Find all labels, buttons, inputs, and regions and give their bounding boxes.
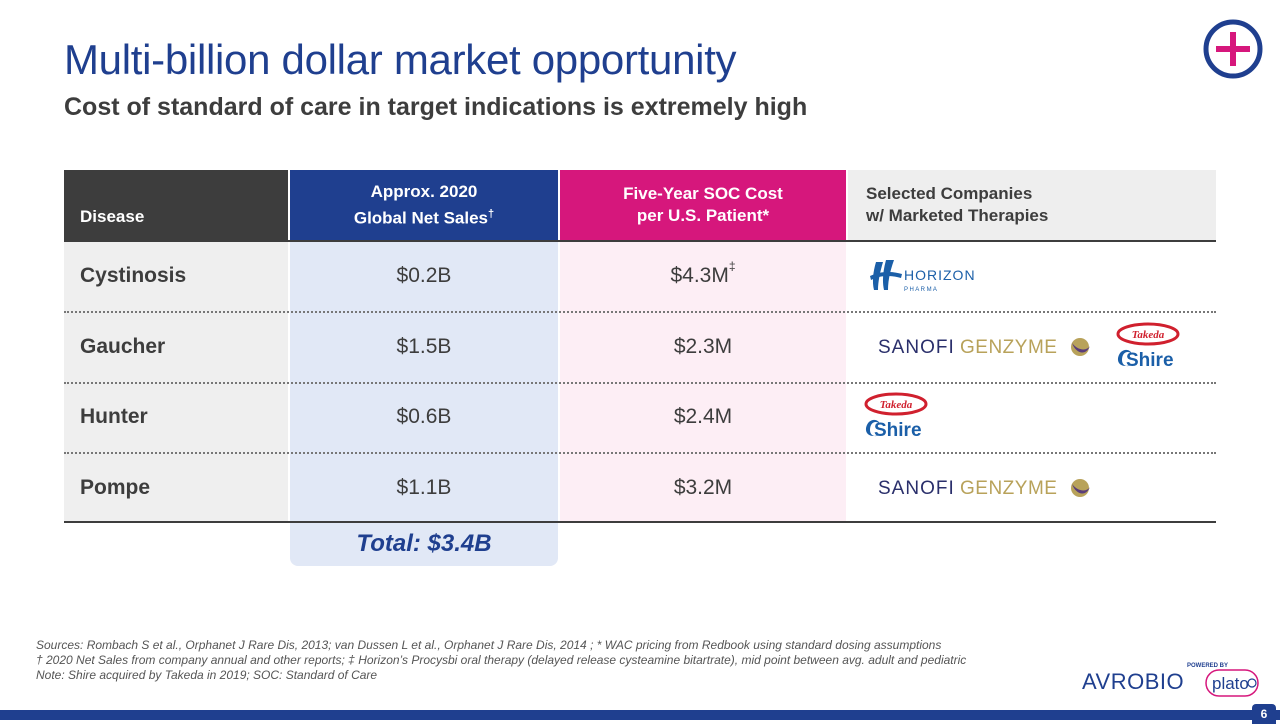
slide-title: Multi-billion dollar market opportunity bbox=[64, 36, 737, 83]
cost-cell: $2.3M bbox=[673, 335, 733, 358]
footnote-note: Note: Shire acquired by Takeda in 2019; … bbox=[36, 668, 378, 682]
svg-text:SANOFI: SANOFI bbox=[878, 337, 955, 358]
companies-cell: Takeda Shire bbox=[864, 382, 1216, 452]
footnote-sources: Sources: Rombach S et al., Orphanet J Ra… bbox=[36, 638, 942, 652]
disease-cell: Pompe bbox=[80, 476, 151, 499]
takeda-shire-logo: Takeda Shire bbox=[864, 392, 928, 441]
disease-cell: Gaucher bbox=[80, 335, 166, 358]
svg-text:Takeda: Takeda bbox=[1132, 329, 1165, 341]
footnotes: Sources: Rombach S et al., Orphanet J Ra… bbox=[36, 638, 966, 683]
svg-text:Shire: Shire bbox=[874, 420, 922, 441]
table-row: Cystinosis $0.2B $4.3M ‡ HORIZON P H A R … bbox=[64, 241, 1216, 311]
svg-text:Takeda: Takeda bbox=[880, 399, 913, 411]
svg-text:P H A R M A: P H A R M A bbox=[904, 287, 937, 293]
row-divider bbox=[64, 382, 1216, 384]
companies-cell: HORIZON P H A R M A bbox=[868, 241, 1216, 311]
sales-cell: $1.5B bbox=[396, 335, 452, 358]
cost-cell: $4.3M ‡ bbox=[670, 259, 736, 287]
svg-text:HORIZON: HORIZON bbox=[904, 267, 976, 283]
cost-cell: $2.4M bbox=[673, 405, 733, 428]
disease-cell: Cystinosis bbox=[80, 264, 187, 287]
table-row: Hunter $0.6B $2.4M Takeda Shire bbox=[64, 382, 1216, 452]
header-soc-cost: Five-Year SOC Cost per U.S. Patient* bbox=[560, 170, 846, 240]
total-sales: Total: $3.4B bbox=[356, 530, 492, 557]
svg-text:POWERED BY: POWERED BY bbox=[1187, 663, 1228, 669]
header-rule bbox=[64, 240, 1216, 242]
companies-cell: SANOFI GENZYME Takeda Shire bbox=[868, 312, 1216, 382]
avrobio-plato-logo: AVROBIO POWERED BY plato bbox=[1082, 663, 1259, 697]
slide-subtitle: Cost of standard of care in target indic… bbox=[64, 93, 808, 121]
header-companies: Selected Companies w/ Marketed Therapies bbox=[848, 170, 1216, 240]
svg-text:SANOFI: SANOFI bbox=[878, 478, 955, 499]
sales-cell: $0.6B bbox=[396, 405, 452, 428]
sales-cell: $1.1B bbox=[396, 476, 452, 499]
svg-text:GENZYME: GENZYME bbox=[960, 337, 1057, 358]
sales-cell: $0.2B bbox=[396, 264, 452, 287]
horizon-pharma-logo: HORIZON P H A R M A bbox=[870, 260, 976, 293]
svg-text:AVROBIO: AVROBIO bbox=[1082, 669, 1184, 694]
sales-column-bg bbox=[290, 242, 558, 566]
svg-text:Shire: Shire bbox=[1126, 350, 1174, 371]
sanofi-genzyme-logo: SANOFI GENZYME bbox=[878, 478, 1090, 499]
header-disease: Disease bbox=[64, 170, 288, 240]
companies-cell: SANOFI GENZYME bbox=[868, 453, 1216, 523]
table-row: Gaucher $1.5B $2.3M SANOFI GENZYME Taked… bbox=[64, 312, 1216, 382]
row-divider bbox=[64, 311, 1216, 313]
footer-bar bbox=[0, 710, 1280, 720]
plus-circle-icon bbox=[1203, 19, 1263, 79]
header-global-net-sales: Approx. 2020 Global Net Sales† bbox=[290, 170, 558, 240]
page-number: 6 bbox=[1252, 704, 1276, 724]
sanofi-genzyme-logo: SANOFI GENZYME bbox=[878, 337, 1090, 358]
takeda-shire-logo: Takeda Shire bbox=[1116, 322, 1180, 371]
disease-cell: Hunter bbox=[80, 405, 148, 428]
cost-cell: $3.2M bbox=[673, 476, 733, 499]
svg-text:plato: plato bbox=[1212, 674, 1249, 693]
table-bottom-rule bbox=[64, 521, 1216, 523]
svg-text:GENZYME: GENZYME bbox=[960, 478, 1057, 499]
row-divider bbox=[64, 452, 1216, 454]
footnote-net-sales: † 2020 Net Sales from company annual and… bbox=[36, 653, 967, 667]
table-row: Pompe $1.1B $3.2M SANOFI GENZYME bbox=[64, 453, 1216, 523]
